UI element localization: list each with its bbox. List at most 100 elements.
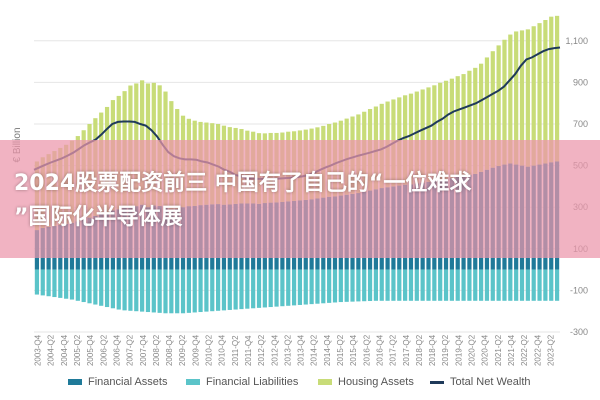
housing-assets-bar [537, 23, 542, 165]
x-tick-label: 2004-Q2 [47, 334, 56, 366]
x-tick-label: 2021-Q4 [507, 334, 516, 366]
x-tick-label: 2016-Q4 [376, 334, 385, 366]
x-tick-label: 2014-Q2 [310, 334, 319, 366]
x-tick-label: 2016-Q2 [362, 334, 371, 366]
financial-liabilities-bar [286, 269, 291, 306]
financial-liabilities-bar [297, 269, 303, 305]
financial-liabilities-bar [554, 269, 560, 301]
housing-assets-bar [420, 89, 425, 183]
financial-liabilities-bar [549, 269, 554, 301]
financial-liabilities-bar [180, 269, 186, 314]
legend-financial-assets: Financial Assets [68, 376, 167, 388]
x-tick-label: 2015-Q4 [349, 334, 358, 366]
financial-liabilities-bar [327, 269, 332, 303]
y-tick-label: -100 [570, 285, 588, 295]
x-tick-label: 2013-Q2 [283, 334, 292, 366]
financial-liabilities-bar [69, 269, 75, 300]
financial-liabilities-bar [408, 269, 414, 301]
housing-assets-bar [455, 76, 460, 177]
financial-liabilities-bar [385, 269, 390, 301]
x-tick-label: 2022-Q4 [533, 334, 542, 366]
financial-liabilities-bar [461, 269, 466, 301]
legend-label-total-net-wealth: Total Net Wealth [450, 376, 531, 388]
financial-liabilities-bar [332, 269, 338, 303]
housing-assets-bar [519, 30, 525, 166]
financial-liabilities-bar [227, 269, 232, 310]
housing-assets-bar [502, 39, 507, 165]
financial-liabilities-bar [315, 269, 320, 304]
x-tick-label: 2006-Q2 [99, 334, 108, 366]
financial-liabilities-bar [262, 269, 267, 308]
financial-liabilities-bar [397, 269, 402, 301]
financial-liabilities-bar [192, 269, 197, 313]
financial-liabilities-bar [204, 269, 209, 312]
financial-liabilities-bar [432, 269, 437, 301]
housing-assets-bar [531, 26, 536, 166]
financial-liabilities-bar [110, 269, 116, 309]
financial-liabilities-bar [473, 269, 478, 301]
x-tick-label: 2004-Q4 [60, 334, 69, 366]
x-tick-label: 2010-Q2 [205, 334, 214, 366]
financial-liabilities-bar [391, 269, 396, 301]
x-tick-label: 2021-Q2 [494, 334, 503, 366]
housing-assets-bar [426, 87, 431, 182]
x-tick-label: 2019-Q4 [454, 334, 463, 366]
financial-liabilities-bar [344, 269, 349, 302]
housing-assets-bar [449, 78, 454, 179]
financial-liabilities-bar [379, 269, 384, 301]
x-tick-label: 2008-Q4 [165, 334, 174, 366]
financial-liabilities-bar [438, 269, 443, 301]
legend-swatch-financial-assets [68, 379, 82, 385]
x-tick-label: 2003-Q4 [34, 334, 43, 366]
housing-assets-bar [554, 15, 560, 162]
financial-liabilities-bar [58, 269, 63, 298]
housing-assets-bar [490, 51, 495, 168]
x-tick-label: 2014-Q4 [323, 334, 332, 366]
y-tick-label: -300 [570, 327, 588, 337]
financial-liabilities-bar [157, 269, 162, 313]
financial-liabilities-bar [420, 269, 425, 301]
x-tick-label: 2018-Q2 [415, 334, 424, 366]
financial-liabilities-bar [373, 269, 379, 301]
financial-liabilities-bar [403, 269, 408, 301]
financial-liabilities-bar [233, 269, 238, 310]
financial-liabilities-bar [116, 269, 121, 310]
x-tick-label: 2018-Q4 [428, 334, 437, 366]
legend-label-housing-assets: Housing Assets [338, 376, 414, 388]
legend: Financial Assets Financial Liabilities H… [0, 374, 600, 394]
x-tick-label: 2012-Q4 [270, 334, 279, 366]
financial-liabilities-bar [338, 269, 343, 303]
legend-total-net-wealth: Total Net Wealth [430, 376, 531, 388]
financial-liabilities-bar [251, 269, 256, 309]
financial-liabilities-bar [484, 269, 490, 301]
x-axis-ticks: 2003-Q4 2004-Q2 2004-Q4 2005-Q2 2005-Q4 2006-… [34, 334, 556, 366]
financial-liabilities-bar [52, 269, 57, 298]
financial-liabilities-bar [210, 269, 215, 312]
x-tick-label: 2008-Q2 [152, 334, 161, 366]
legend-label-financial-assets: Financial Assets [88, 376, 168, 388]
financial-liabilities-bar [478, 269, 484, 301]
overlay-headline-line2: ”国际化半导体展 [14, 205, 183, 230]
financial-liabilities-bar [46, 269, 51, 297]
housing-assets-bar [549, 16, 554, 163]
legend-swatch-total-net-wealth [430, 380, 444, 384]
x-tick-label: 2012-Q2 [257, 334, 266, 366]
financial-liabilities-bar [140, 269, 145, 312]
financial-liabilities-bar [496, 269, 501, 301]
financial-liabilities-bar [145, 269, 151, 313]
housing-assets-bar [414, 91, 419, 184]
housing-assets-bar [543, 20, 548, 164]
financial-liabilities-bar [467, 269, 472, 301]
financial-liabilities-bar [508, 269, 513, 301]
legend-financial-liabilities: Financial Liabilities [186, 376, 298, 388]
financial-liabilities-bar [34, 269, 40, 295]
housing-assets-bar [438, 82, 443, 180]
housing-assets-bar [408, 93, 414, 185]
financial-liabilities-bar [128, 269, 133, 311]
financial-liabilities-bar [175, 269, 180, 314]
financial-liabilities-bar [151, 269, 156, 313]
x-tick-label: 2006-Q4 [113, 334, 122, 366]
housing-assets-bar [496, 45, 501, 167]
financial-liabilities-bar [186, 269, 191, 313]
y-tick-label: 1,100 [565, 36, 588, 46]
